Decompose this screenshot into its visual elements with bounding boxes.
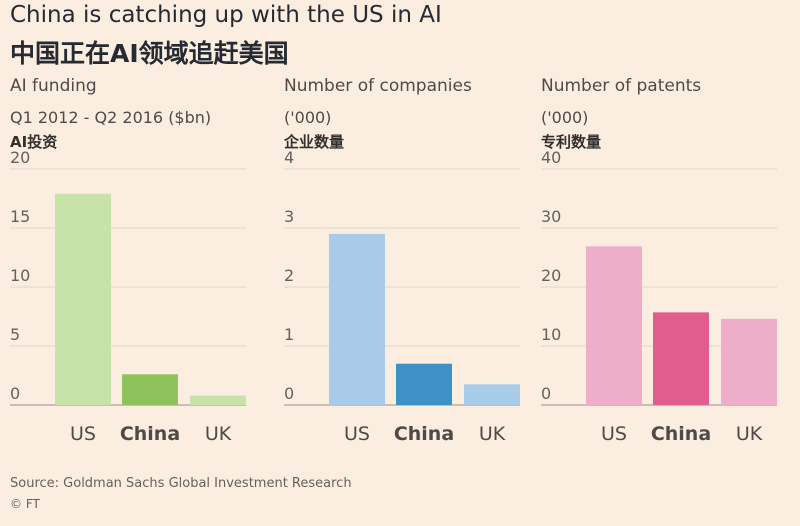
x-tick-label: US [70,423,96,445]
chart-title: China is catching up with the US in AI [10,2,442,28]
panel-unit: ('000) [541,108,588,127]
y-tick-label: 30 [541,207,561,226]
panel-title-cn: AI投资 [10,133,57,151]
y-tick-label: 40 [541,148,561,167]
y-tick-label: 15 [10,207,30,226]
x-tick-label: US [344,423,370,445]
x-tick-label: UK [736,423,763,445]
bar-china [396,363,452,405]
bar-us [55,193,111,405]
x-tick-label: China [120,423,180,445]
y-tick-label: 5 [10,325,20,344]
bar-uk [464,384,520,405]
panel-title: Number of companies [284,76,472,96]
y-tick-label: 0 [10,384,20,403]
bar-uk [721,318,777,405]
panel-unit: Q1 2012 - Q2 2016 ($bn) [10,108,211,127]
x-tick-label: UK [205,423,232,445]
panel-unit: ('000) [284,108,331,127]
y-tick-label: 1 [284,325,294,344]
panel-title-cn: 企业数量 [283,133,344,151]
x-tick-label: UK [479,423,506,445]
y-tick-label: 4 [284,148,294,167]
bar-us [329,233,385,405]
y-tick-label: 20 [10,148,30,167]
x-tick-label: US [601,423,627,445]
panel-title: Number of patents [541,76,701,96]
panel-title: AI funding [10,76,97,96]
source-note: Source: Goldman Sachs Global Investment … [10,476,352,491]
y-tick-label: 10 [10,266,30,285]
y-tick-label: 0 [541,384,551,403]
chart-subtitle-cn: 中国正在AI领域追赶美国 [10,39,289,68]
x-tick-label: China [651,423,711,445]
y-tick-label: 10 [541,325,561,344]
bar-uk [190,395,246,405]
y-tick-label: 2 [284,266,294,285]
y-tick-label: 0 [284,384,294,403]
y-tick-label: 20 [541,266,561,285]
bar-china [653,312,709,405]
bar-china [122,374,178,405]
y-tick-label: 3 [284,207,294,226]
ft-credit: © FT [10,497,40,511]
x-tick-label: China [394,423,454,445]
panel-title-cn: 专利数量 [541,133,601,151]
bar-us [586,246,642,405]
